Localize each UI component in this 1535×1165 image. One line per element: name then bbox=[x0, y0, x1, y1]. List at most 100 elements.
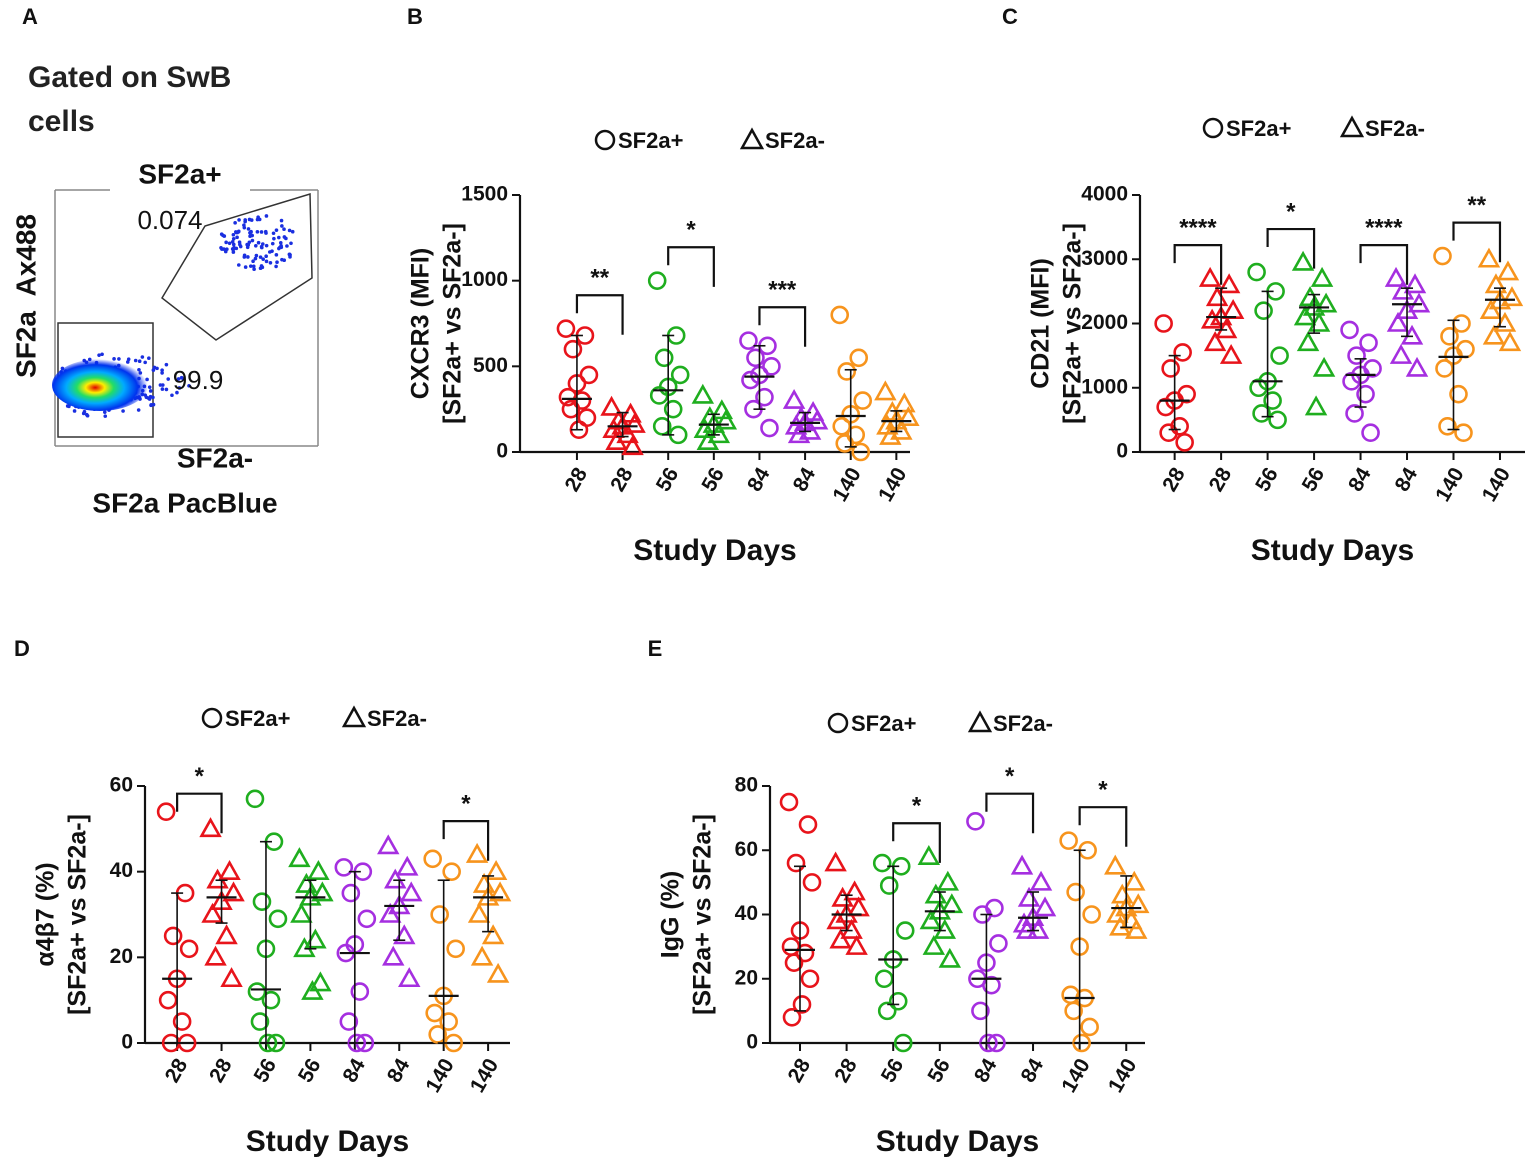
data-point bbox=[1033, 896, 1057, 917]
data-point bbox=[1291, 250, 1315, 271]
legend-label: SF2a- bbox=[367, 706, 427, 731]
data-point bbox=[1433, 246, 1452, 266]
event-dot bbox=[238, 242, 242, 247]
y-tick-label: 0 bbox=[1116, 440, 1128, 463]
data-point bbox=[1219, 343, 1243, 364]
data-point bbox=[1345, 404, 1364, 423]
x-tick-label: 56 bbox=[1251, 464, 1283, 496]
data-point bbox=[1389, 343, 1413, 364]
data-point bbox=[1066, 882, 1085, 902]
event-dot bbox=[264, 243, 269, 248]
data-point bbox=[250, 1012, 270, 1031]
event-dot bbox=[253, 256, 258, 261]
legend-symbol bbox=[1202, 117, 1224, 139]
event-dot bbox=[259, 230, 264, 234]
event-dot bbox=[231, 232, 236, 237]
data-point bbox=[874, 380, 897, 401]
event-dot bbox=[274, 228, 279, 232]
data-point bbox=[261, 990, 281, 1010]
x-tick-label: 56 bbox=[697, 464, 729, 496]
data-point bbox=[396, 855, 419, 876]
data-point bbox=[1479, 298, 1503, 319]
x-axis-label: Study Days bbox=[1251, 534, 1414, 567]
data-point bbox=[971, 1001, 990, 1021]
y-axis-label: [SF2a+ vs SF2a-] bbox=[689, 814, 717, 1015]
data-point bbox=[1247, 262, 1266, 282]
y-axis-label: [SF2a+ vs SF2a-] bbox=[439, 223, 467, 424]
event-dot bbox=[117, 357, 121, 361]
data-point bbox=[334, 858, 354, 877]
data-point bbox=[989, 934, 1008, 953]
significance-bracket bbox=[1452, 221, 1502, 263]
data-point bbox=[1477, 247, 1501, 268]
data-point bbox=[439, 1012, 458, 1031]
y-tick-label: 40 bbox=[110, 859, 133, 882]
legend-symbol bbox=[201, 707, 223, 729]
event-dot bbox=[234, 246, 239, 251]
event-dot bbox=[287, 252, 292, 257]
legend-symbol bbox=[967, 710, 993, 733]
event-dot bbox=[271, 231, 276, 236]
gate-value: 0.074 bbox=[137, 205, 202, 235]
data-point bbox=[446, 939, 465, 959]
data-point bbox=[649, 386, 669, 405]
event-dot bbox=[219, 232, 224, 237]
data-point bbox=[206, 868, 229, 889]
event-dot bbox=[85, 413, 90, 418]
event-dot bbox=[102, 410, 107, 414]
event-dot bbox=[274, 264, 278, 269]
significance-label: **** bbox=[1365, 214, 1403, 241]
significance-bracket bbox=[1266, 227, 1316, 269]
event-dot bbox=[236, 229, 241, 234]
x-tick-label: 28 bbox=[205, 1054, 237, 1086]
data-point bbox=[739, 331, 758, 350]
event-dot bbox=[249, 218, 254, 222]
y-tick-label: 500 bbox=[473, 354, 508, 377]
data-point bbox=[798, 815, 818, 834]
event-dot bbox=[278, 240, 283, 245]
event-dot bbox=[250, 238, 255, 243]
x-tick-label: 84 bbox=[383, 1054, 415, 1086]
data-point bbox=[1496, 260, 1520, 281]
data-point bbox=[1109, 915, 1132, 936]
data-point bbox=[893, 1033, 913, 1053]
data-point bbox=[1340, 320, 1359, 340]
data-point bbox=[1080, 1017, 1099, 1037]
event-dot bbox=[166, 377, 171, 381]
x-tick-label: 140 bbox=[1478, 464, 1515, 506]
y-tick-label: 60 bbox=[110, 774, 133, 797]
data-point bbox=[579, 365, 599, 385]
event-dot bbox=[160, 371, 164, 375]
significance-label: * bbox=[1286, 198, 1296, 225]
data-point bbox=[982, 975, 1001, 995]
gate-value: 99.9 bbox=[173, 365, 224, 395]
event-dot bbox=[160, 368, 164, 372]
y-tick-label: 20 bbox=[110, 945, 133, 968]
x-tick-label: 84 bbox=[1391, 463, 1423, 495]
data-point bbox=[843, 880, 866, 901]
data-point bbox=[222, 881, 245, 902]
event-dot bbox=[136, 408, 141, 412]
significance-label: ** bbox=[1467, 192, 1486, 219]
data-point bbox=[1500, 286, 1524, 307]
data-point bbox=[350, 982, 370, 1001]
y-tick-label: 1000 bbox=[1081, 375, 1128, 398]
legend-label: SF2a+ bbox=[1226, 116, 1291, 141]
x-tick-label: 140 bbox=[1431, 464, 1468, 506]
data-point bbox=[1347, 346, 1366, 365]
data-point bbox=[215, 924, 238, 945]
data-point bbox=[845, 934, 868, 955]
event-dot bbox=[177, 386, 182, 390]
data-point bbox=[792, 995, 812, 1014]
data-point bbox=[893, 392, 916, 413]
y-tick-label: 0 bbox=[496, 440, 508, 463]
data-point bbox=[746, 348, 765, 368]
data-point bbox=[784, 953, 804, 972]
data-point bbox=[1217, 273, 1241, 294]
data-point bbox=[835, 434, 855, 453]
data-point bbox=[782, 388, 806, 409]
x-tick-label: 56 bbox=[877, 1055, 909, 1087]
data-point bbox=[470, 945, 494, 966]
event-dot bbox=[255, 230, 260, 234]
